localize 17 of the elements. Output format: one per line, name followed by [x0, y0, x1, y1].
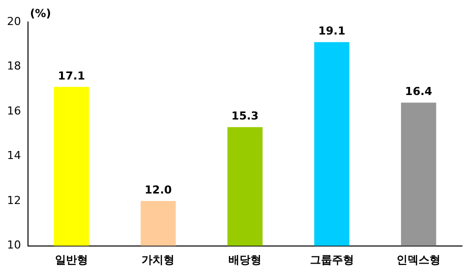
y-axis-title: (%): [30, 6, 52, 20]
y-tick-label: 18: [6, 60, 21, 73]
y-tick-label: 14: [6, 149, 21, 162]
y-tick-label: 20: [6, 14, 21, 28]
x-tick-label: 인덱스형: [396, 253, 441, 266]
x-tick-label: 그룹주형: [310, 253, 354, 266]
data-label: 17.1: [58, 69, 85, 82]
y-tick-label: 12: [6, 194, 21, 207]
data-label: 12.0: [144, 183, 172, 196]
y-tick-label: 16: [6, 104, 21, 118]
y-tick-label: 10: [6, 238, 21, 252]
x-tick-label: 배당형: [228, 253, 262, 266]
data-label: 15.3: [231, 110, 259, 123]
data-label: 16.4: [405, 84, 433, 98]
data-label: 19.1: [318, 24, 346, 38]
x-tick-label: 일반형: [54, 253, 88, 266]
x-tick-label: 가치형: [142, 253, 175, 266]
